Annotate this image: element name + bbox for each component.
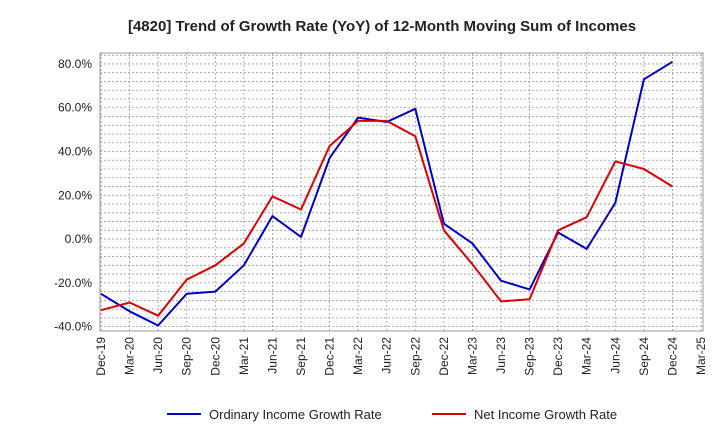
x-tick-label: Dec-21 — [323, 337, 337, 376]
series-lines — [100, 60, 673, 327]
y-axis-ticks: -40.0% -20.0% 0.0% 20.0% 40.0% 60.0% 80.0% — [54, 57, 92, 334]
legend-label-net: Net Income Growth Rate — [474, 407, 617, 422]
x-tick-label: Dec-24 — [665, 337, 679, 376]
x-tick-label: Jun-20 — [151, 337, 165, 374]
x-tick-label: Dec-19 — [94, 337, 108, 376]
x-tick-label: Mar-24 — [580, 337, 594, 375]
y-tick-label: 40.0% — [58, 145, 92, 159]
y-tick-label: -20.0% — [54, 276, 92, 290]
x-axis-ticks: Dec-19 Mar-20 Jun-20 Sep-20 Dec-20 Mar-21 Jun-… — [94, 337, 708, 376]
x-tick-label: Dec-23 — [551, 337, 565, 376]
x-tick-label: Sep-24 — [637, 337, 651, 376]
y-tick-label: 60.0% — [58, 101, 92, 115]
y-tick-label: 80.0% — [58, 57, 92, 71]
x-tick-label: Jun-22 — [380, 337, 394, 374]
x-tick-label: Sep-21 — [294, 337, 308, 376]
legend: Ordinary Income Growth Rate Net Income G… — [167, 407, 617, 422]
x-tick-label: Mar-21 — [237, 337, 251, 375]
series-line-net-income — [100, 119, 673, 317]
x-tick-label: Mar-20 — [123, 337, 137, 375]
x-tick-label: Sep-22 — [408, 337, 422, 376]
x-tick-label: Mar-22 — [351, 337, 365, 375]
x-tick-label: Mar-25 — [694, 337, 708, 375]
x-tick-label: Mar-23 — [465, 337, 479, 375]
x-tick-label: Dec-22 — [437, 337, 451, 376]
x-tick-label: Jun-21 — [265, 337, 279, 374]
y-tick-label: 0.0% — [65, 232, 93, 246]
legend-label-ordinary: Ordinary Income Growth Rate — [209, 407, 382, 422]
x-tick-label: Dec-20 — [208, 337, 222, 376]
x-tick-label: Jun-23 — [494, 337, 508, 374]
chart-title: [4820] Trend of Growth Rate (YoY) of 12-… — [128, 18, 636, 35]
x-tick-label: Jun-24 — [608, 337, 622, 374]
y-tick-label: -40.0% — [54, 320, 92, 334]
x-tick-label: Sep-23 — [523, 337, 537, 376]
plot-area — [99, 52, 704, 332]
x-tick-label: Sep-20 — [180, 337, 194, 376]
y-tick-label: 20.0% — [58, 188, 92, 202]
grid-lines — [100, 53, 703, 331]
